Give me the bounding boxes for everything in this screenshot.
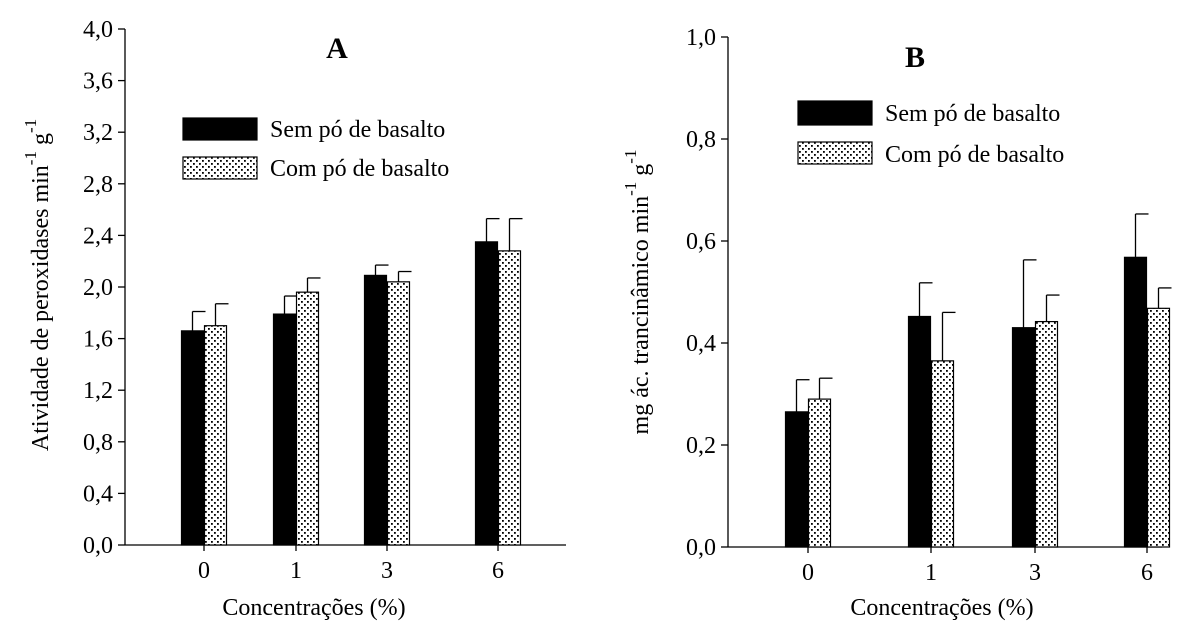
y-tick-label: 2,4 xyxy=(83,223,113,249)
bar-com-1 xyxy=(930,360,955,548)
y-tick-label: 1,2 xyxy=(83,378,113,404)
legend-label-com-b: Com pó de basalto xyxy=(885,142,1064,168)
bar-sem-6 xyxy=(1123,256,1148,548)
x-tick-label: 0 xyxy=(802,560,814,586)
x-tick-label: 6 xyxy=(492,558,504,584)
chart-panel-b: B Concentrações (%) mg ác. trancinâmico … xyxy=(621,25,1172,621)
bar-sem-0 xyxy=(180,330,205,546)
y-tick-label: 4,0 xyxy=(83,17,113,43)
bar-com-3 xyxy=(1034,320,1059,548)
panel-title-b: B xyxy=(905,41,925,74)
bar-sem-0 xyxy=(784,411,809,548)
bar-com-1 xyxy=(295,291,320,546)
x-tick-label: 1 xyxy=(925,560,937,586)
legend-label-sem-a: Sem pó de basalto xyxy=(270,117,445,143)
y-tick-label: 1,6 xyxy=(83,327,113,353)
legend-a: Sem pó de basalto Com pó de basalto xyxy=(182,117,449,182)
y-tick-label: 0,8 xyxy=(83,430,113,456)
bar-sem-6 xyxy=(474,241,499,546)
y-tick-label: 0,2 xyxy=(686,433,716,459)
bar-com-3 xyxy=(386,281,411,546)
y-tick-label: 0,0 xyxy=(686,535,716,561)
bar-com-0 xyxy=(203,325,228,546)
x-tick-label: 6 xyxy=(1141,560,1153,586)
legend-swatch-com-b xyxy=(797,141,873,165)
y-tick-label: 0,4 xyxy=(83,481,113,507)
y-tick-label: 3,6 xyxy=(83,69,113,95)
x-axis-title-a: Concentrações (%) xyxy=(222,595,405,621)
bar-sem-3 xyxy=(363,274,388,546)
bar-sem-1 xyxy=(272,313,297,546)
x-tick-label: 1 xyxy=(290,558,302,584)
legend-swatch-sem-a xyxy=(182,117,258,141)
y-tick-label: 3,2 xyxy=(83,120,113,146)
y-axis-title-b: mg ác. trancinâmico min-1 g-1 xyxy=(621,150,654,435)
bar-sem-3 xyxy=(1011,327,1036,548)
y-tick-label: 0,0 xyxy=(83,533,113,559)
y-tick-label: 2,8 xyxy=(83,172,113,198)
bar-com-6 xyxy=(497,250,522,546)
y-tick-label: 0,4 xyxy=(686,331,716,357)
y-tick-label: 0,6 xyxy=(686,229,716,255)
legend-swatch-com-a xyxy=(182,156,258,180)
y-tick-label: 0,8 xyxy=(686,127,716,153)
y-axis-title-a: Atividade de peroxidases min-1 g-1 xyxy=(21,119,54,451)
x-tick-label: 3 xyxy=(1029,560,1041,586)
bar-sem-1 xyxy=(907,315,932,548)
y-tick-label: 1,0 xyxy=(686,25,716,51)
legend-label-com-a: Com pó de basalto xyxy=(270,156,449,182)
x-tick-label: 3 xyxy=(381,558,393,584)
legend-label-sem-b: Sem pó de basalto xyxy=(885,101,1060,127)
y-tick-label: 2,0 xyxy=(83,275,113,301)
plot-area-b: 0,0 0,2 0,4 0,6 0,8 1,0 0 1 3 6 xyxy=(686,25,1172,586)
plot-area-a: 0,0 0,4 0,8 1,2 1,6 2,0 2,4 2,8 3,2 3,6 4,0 0 1 3 6 xyxy=(83,17,566,584)
x-tick-label: 0 xyxy=(198,558,210,584)
legend-b: Sem pó de basalto Com pó de basalto xyxy=(797,100,1064,168)
bar-com-0 xyxy=(807,398,832,548)
x-axis-title-b: Concentrações (%) xyxy=(850,595,1033,621)
legend-swatch-sem-b xyxy=(797,100,873,126)
panel-title-a: A xyxy=(326,32,348,65)
bar-com-6 xyxy=(1146,307,1171,548)
chart-panel-a: A Concentrações (%) Atividade de peroxid… xyxy=(21,17,566,621)
